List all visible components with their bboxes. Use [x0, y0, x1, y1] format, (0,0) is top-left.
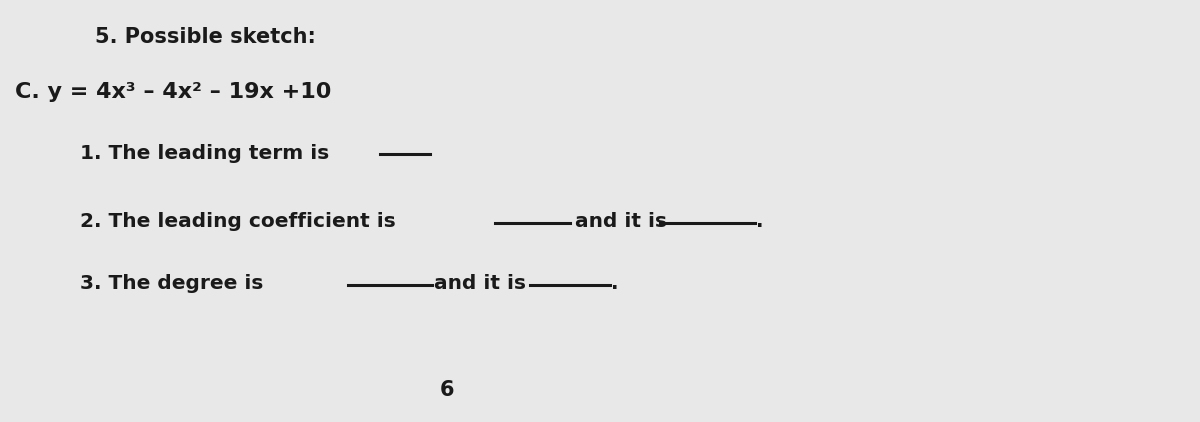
Text: 2. The leading coefficient is: 2. The leading coefficient is	[80, 212, 403, 231]
Text: 6: 6	[440, 380, 455, 400]
Text: .: .	[756, 212, 763, 231]
Text: 3. The degree is: 3. The degree is	[80, 274, 263, 293]
Text: and it is: and it is	[575, 212, 674, 231]
Text: 5. Possible sketch:: 5. Possible sketch:	[95, 27, 316, 47]
Text: 1. The leading term is: 1. The leading term is	[80, 144, 336, 163]
Text: C. y = 4x³ – 4x² – 19x +10: C. y = 4x³ – 4x² – 19x +10	[14, 82, 331, 102]
Text: and it is: and it is	[434, 274, 533, 293]
Text: .: .	[611, 274, 618, 293]
